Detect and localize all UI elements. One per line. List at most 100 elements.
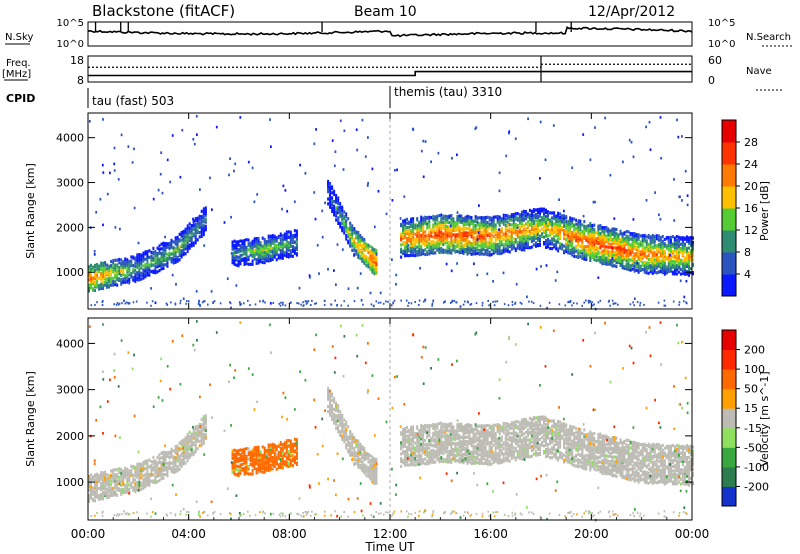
velocity-cell bbox=[279, 458, 282, 462]
power-ground-speck bbox=[279, 304, 282, 307]
power-cell bbox=[369, 244, 372, 248]
power-cell bbox=[609, 259, 612, 263]
power-cell bbox=[659, 235, 662, 240]
power-speck bbox=[181, 128, 184, 132]
velocity-cell bbox=[148, 480, 151, 484]
power-speck bbox=[508, 130, 511, 133]
power-cell bbox=[442, 234, 445, 238]
power-cell bbox=[162, 263, 165, 267]
power-cell bbox=[571, 223, 574, 227]
velocity-cell bbox=[237, 452, 240, 456]
power-cell bbox=[571, 244, 574, 249]
velocity-cell bbox=[273, 456, 276, 460]
power-cell bbox=[659, 260, 662, 265]
power-cell bbox=[279, 241, 282, 245]
power-colorbar-swatch bbox=[722, 230, 736, 253]
nave-tick-low: 0 bbox=[708, 74, 715, 87]
power-cell bbox=[557, 216, 560, 220]
power-cell bbox=[446, 251, 449, 255]
velocity-cell bbox=[281, 446, 284, 450]
velocity-cell bbox=[202, 435, 205, 439]
velocity-cell bbox=[283, 452, 286, 456]
velocity-cell bbox=[261, 445, 264, 449]
power-cell bbox=[436, 214, 439, 218]
velocity-cell bbox=[339, 409, 342, 414]
power-cell bbox=[279, 256, 282, 260]
power-cell bbox=[599, 237, 602, 241]
power-cell bbox=[182, 243, 185, 247]
power-cell bbox=[404, 229, 407, 233]
power-cell bbox=[104, 280, 107, 284]
power-cell bbox=[172, 240, 175, 244]
power-cell bbox=[522, 239, 525, 243]
velocity-cell bbox=[154, 463, 157, 467]
power-cell bbox=[200, 234, 203, 238]
velocity-cell bbox=[170, 466, 173, 470]
velocity-cell bbox=[184, 436, 187, 440]
power-cell bbox=[204, 208, 207, 212]
velocity-cell bbox=[337, 414, 340, 418]
power-speck bbox=[577, 219, 580, 222]
power-cell bbox=[532, 235, 535, 240]
power-cell bbox=[414, 239, 417, 243]
noise-left-tick-top: 10^5 bbox=[57, 18, 84, 29]
power-cell bbox=[347, 239, 350, 243]
power-ground-speck bbox=[213, 300, 216, 303]
velocity-cell bbox=[279, 441, 282, 445]
power-ground-speck bbox=[643, 303, 645, 306]
power-cell bbox=[532, 216, 535, 220]
power-cell bbox=[162, 246, 165, 250]
power-cell bbox=[279, 253, 282, 257]
power-ground-speck bbox=[617, 303, 619, 306]
power-cell bbox=[404, 250, 407, 254]
power-cell bbox=[601, 257, 604, 261]
velocity-cell bbox=[160, 469, 163, 473]
power-cell bbox=[239, 244, 242, 248]
power-cell bbox=[619, 251, 622, 255]
power-cell bbox=[202, 218, 205, 222]
power-cell bbox=[623, 249, 626, 253]
power-cell bbox=[688, 241, 690, 246]
velocity-cell bbox=[134, 474, 137, 478]
velocity-cell bbox=[174, 450, 177, 454]
power-cell bbox=[273, 234, 276, 238]
power-ground-speck bbox=[511, 303, 514, 306]
power-cell bbox=[605, 251, 608, 256]
velocity-cell bbox=[269, 457, 272, 461]
velocity-cell bbox=[134, 465, 137, 470]
power-cell bbox=[152, 258, 155, 262]
power-cell bbox=[530, 245, 533, 249]
power-cell bbox=[363, 258, 366, 262]
power-cell bbox=[530, 213, 533, 217]
power-cell bbox=[675, 263, 678, 267]
power-cell bbox=[581, 238, 584, 242]
velocity-cell bbox=[281, 443, 284, 447]
power-cell bbox=[204, 224, 207, 228]
power-cell bbox=[655, 253, 658, 257]
power-cell bbox=[420, 233, 423, 238]
power-cell bbox=[692, 258, 694, 262]
power-cell bbox=[543, 217, 545, 221]
power-cell bbox=[516, 218, 519, 222]
power-cell bbox=[241, 247, 244, 251]
power-cell bbox=[512, 245, 515, 249]
power-cell bbox=[496, 232, 499, 236]
power-cell bbox=[448, 244, 451, 248]
power-ground-speck bbox=[249, 304, 251, 306]
velocity-cell bbox=[265, 452, 268, 456]
power-colorbar-tick-label: 24 bbox=[744, 158, 758, 171]
power-cell bbox=[484, 228, 487, 232]
power-cell bbox=[651, 267, 654, 271]
power-cell bbox=[563, 229, 566, 233]
power-cell bbox=[535, 224, 537, 228]
power-cell bbox=[629, 258, 632, 262]
power-cell bbox=[579, 222, 582, 226]
velocity-cell bbox=[247, 467, 250, 471]
power-cell bbox=[468, 246, 471, 250]
power-cell bbox=[466, 214, 469, 218]
velocity-cell bbox=[114, 493, 117, 497]
power-cell bbox=[293, 248, 296, 252]
power-cell bbox=[444, 238, 447, 242]
velocity-cell bbox=[112, 486, 115, 490]
power-cell bbox=[243, 243, 246, 247]
